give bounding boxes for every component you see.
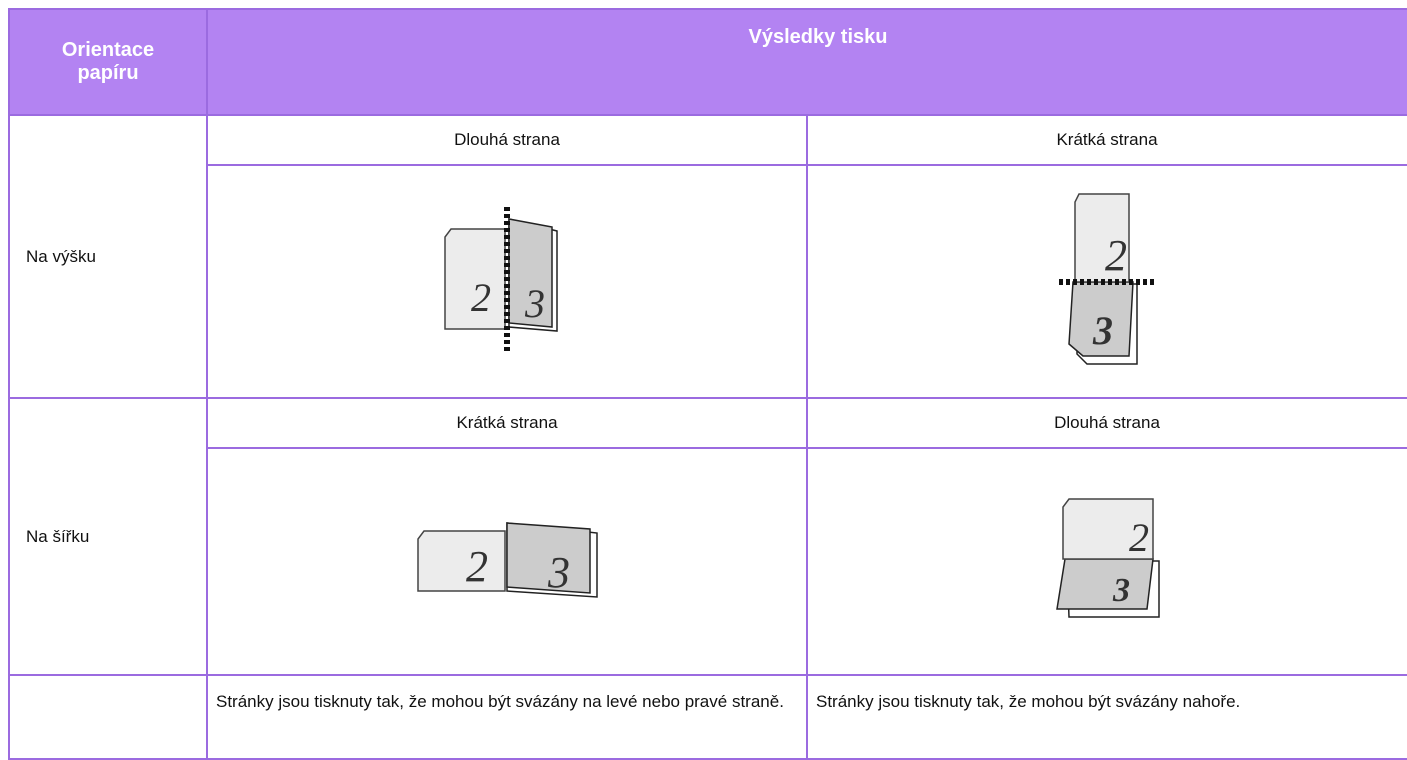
page-number: 3: [524, 281, 545, 326]
page-number: 3: [1112, 572, 1130, 609]
illustration: 2 3: [417, 522, 598, 598]
duplex-table: Orientace papíru Výsledky tisku Na výšku…: [8, 8, 1407, 760]
binding-label: Krátká strana: [206, 397, 808, 449]
illustration: 2 3: [1056, 498, 1160, 618]
page-number: 2: [1129, 515, 1149, 560]
row-label: Na výšku: [8, 114, 208, 399]
illustration-cell: 2 3: [806, 164, 1407, 399]
page-number: 3: [1092, 308, 1113, 353]
page-number: 2: [1105, 231, 1127, 280]
empty-cell: [8, 674, 208, 760]
page-number: 2: [466, 542, 488, 591]
illustration: 2 3: [1059, 193, 1155, 365]
header-cell: Orientace papíru: [8, 8, 208, 116]
page-body: Orientace papíru Výsledky tisku Na výšku…: [8, 8, 1407, 760]
note: Stránky jsou tisknuty tak, že mohou být …: [806, 674, 1407, 760]
page-number: 3: [547, 548, 570, 597]
illustration: 2 3: [444, 207, 558, 351]
page-number: 2: [471, 275, 491, 320]
row-label: Na šířku: [8, 397, 208, 676]
binding-label: Krátká strana: [806, 114, 1407, 166]
binding-label: Dlouhá strana: [806, 397, 1407, 449]
page: {"table": { "header": ["Orientace papíru…: [8, 8, 1407, 760]
header-cell: Výsledky tisku: [206, 8, 1407, 116]
note: Stránky jsou tisknuty tak, že mohou být …: [206, 674, 808, 760]
illustration-cell: 2 3: [206, 447, 808, 676]
binding-label: Dlouhá strana: [206, 114, 808, 166]
illustration-cell: 2 3: [206, 164, 808, 399]
illustration-cell: 2 3: [806, 447, 1407, 676]
